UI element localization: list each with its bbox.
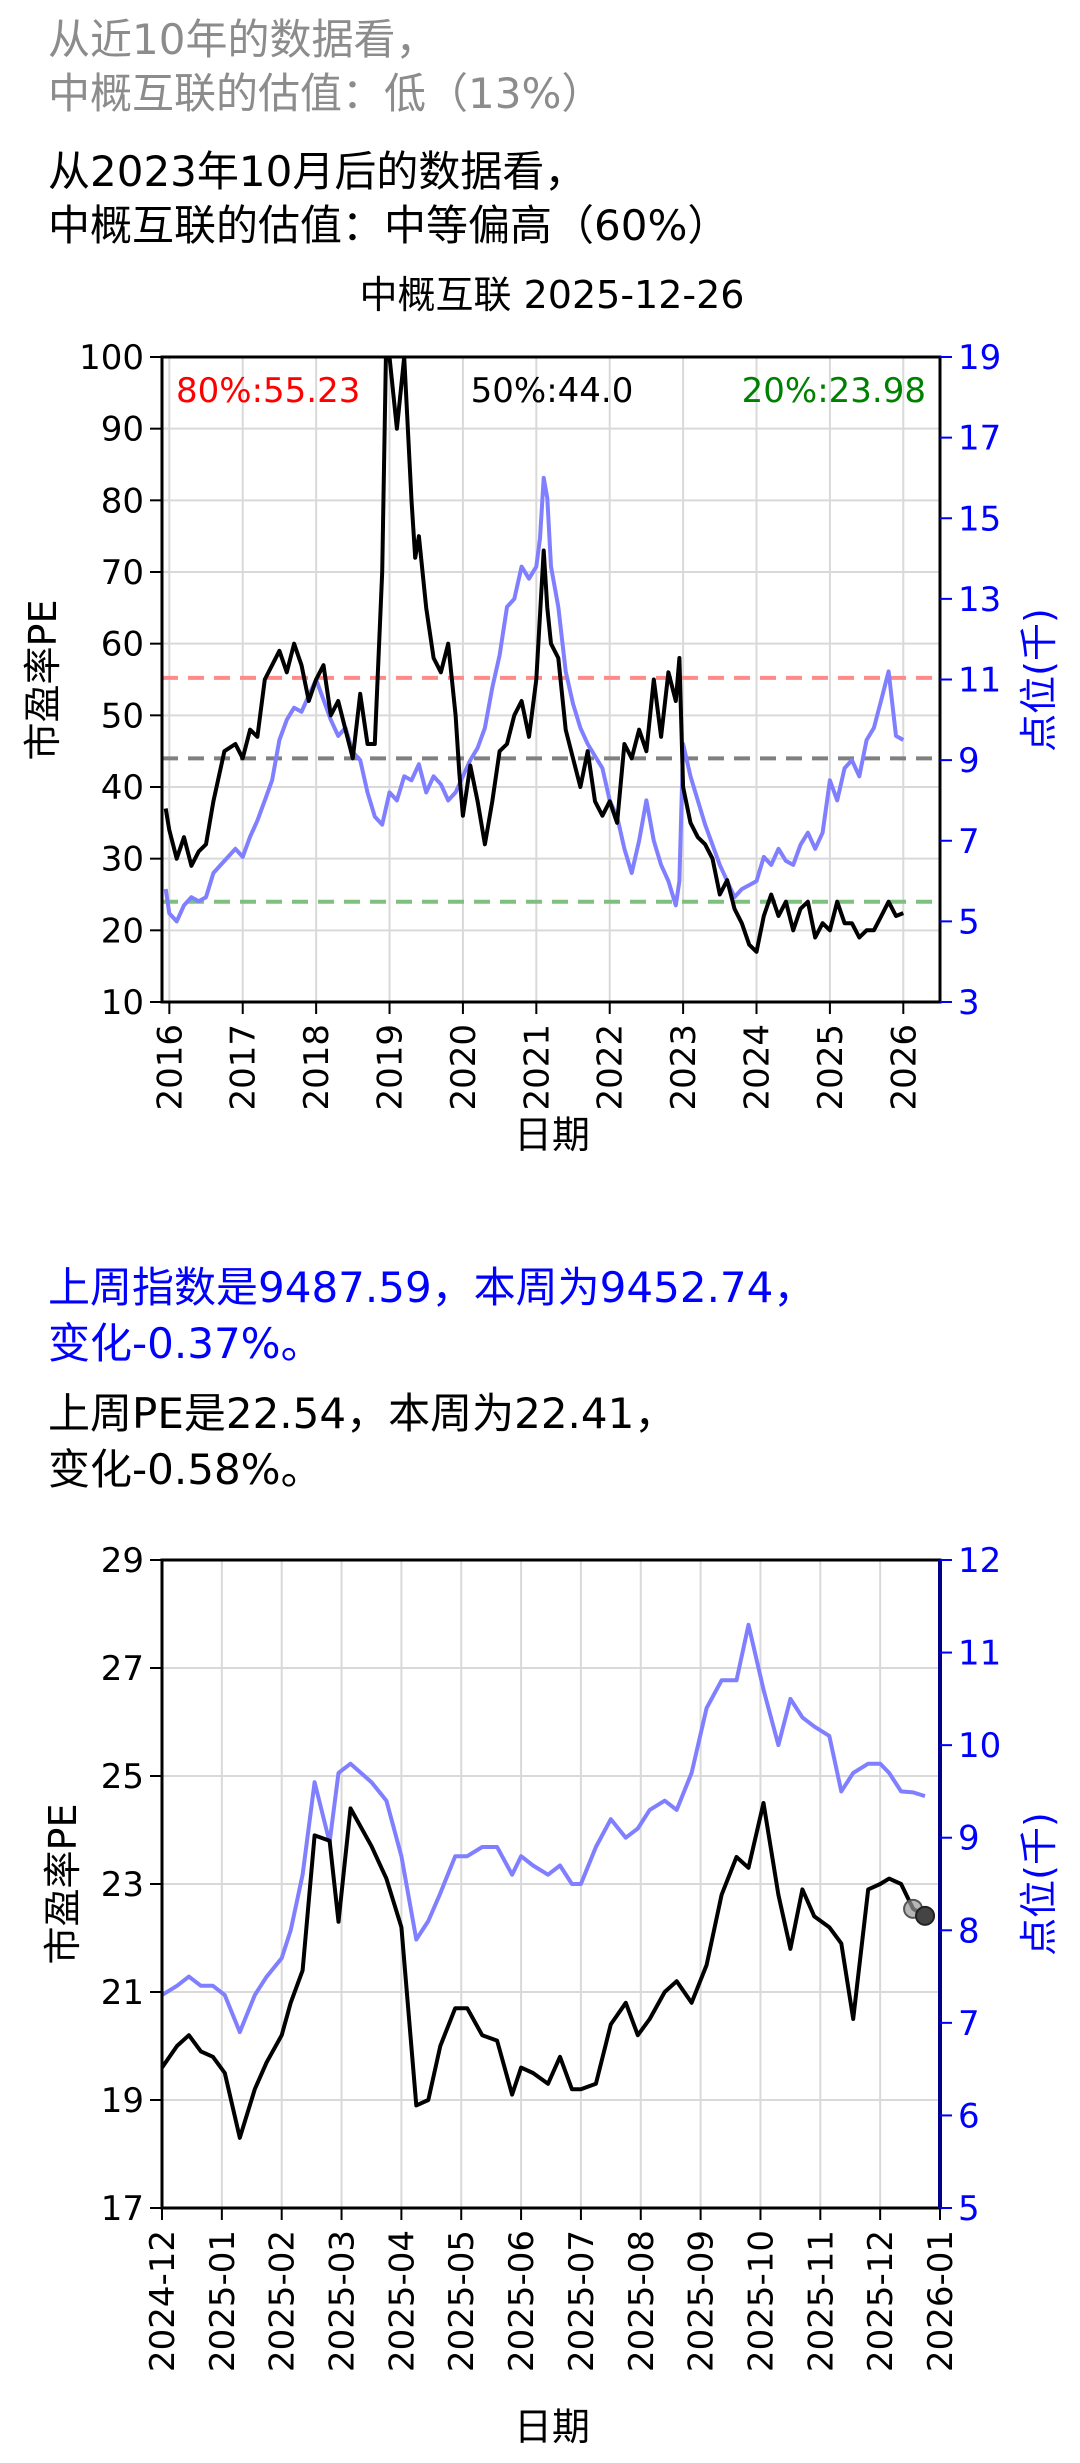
chart2-pe-line — [162, 1803, 925, 2138]
since-line-2: 中概互联的估值：中等偏高（60%） — [48, 200, 729, 252]
chart2-ytick-label: 29 — [101, 1541, 144, 1581]
chart2-ytick-label: 21 — [101, 1973, 144, 2013]
chart1-y2tick-label: 3 — [958, 983, 980, 1023]
chart2-xtick-label: 2025-11 — [801, 2230, 841, 2372]
chart1-percentile-label: 80%:55.23 — [176, 371, 360, 411]
chart1-y2tick-label: 17 — [958, 419, 1001, 459]
chart2-xtick-label: 2025-06 — [502, 2230, 542, 2372]
chart1-y2tick-label: 11 — [958, 661, 1001, 701]
chart-recent-year: 2024-12 2025-01 2025-02 2025-03 2025-04 2025-… — [0, 1520, 1080, 2450]
chart2-xtick-label: 2025-10 — [741, 2230, 781, 2372]
chart1-y2label: 点位(千) — [1017, 608, 1061, 752]
chart2-xtick-label: 2025-05 — [442, 2230, 482, 2372]
chart2-this-week-marker — [916, 1907, 934, 1925]
chart1-percentile-lines — [162, 678, 940, 902]
chart2-xtick-label: 2025-08 — [622, 2230, 662, 2372]
chart2-y2tick-label: 10 — [958, 1726, 1001, 1766]
chart1-xlabel: 日期 — [514, 1113, 590, 1157]
chart1-y2tick-label: 19 — [958, 338, 1001, 378]
chart2-y2tick-label: 7 — [958, 2004, 980, 2044]
chart2-index-line — [162, 1625, 925, 2032]
chart1-ytick-label: 60 — [101, 625, 144, 665]
chart2-y2tick-label: 12 — [958, 1541, 1001, 1581]
chart2-ytick-label: 17 — [101, 2189, 144, 2229]
chart1-ylabel: 市盈率PE — [21, 600, 65, 761]
chart1-xtick-label: 2023 — [664, 1024, 704, 1111]
chart2-xtick-label: 2025-09 — [682, 2230, 722, 2372]
chart1-ytick-label: 90 — [101, 410, 144, 450]
chart1-ytick-label: 80 — [101, 481, 144, 521]
chart2-grid — [162, 1560, 940, 2208]
chart1-xtick-label: 2019 — [371, 1024, 411, 1111]
chart2-xtick-label: 2025-04 — [382, 2230, 422, 2372]
pe-change-line-2: 变化-0.58%。 — [48, 1444, 323, 1496]
chart2-xtick-label: 2025-12 — [861, 2230, 901, 2372]
chart1-ticks: 2016 2017 2018 2019 2020 2021 2022 2023 2024 2025… — [79, 338, 1001, 1111]
chart1-y2tick-label: 13 — [958, 580, 1001, 620]
chart1-y2tick-label: 5 — [958, 902, 980, 942]
since-line-1: 从2023年10月后的数据看， — [48, 146, 586, 198]
chart1-ytick-label: 30 — [101, 840, 144, 880]
chart1-y2tick-label: 15 — [958, 499, 1001, 539]
chart2-y2tick-label: 6 — [958, 2096, 980, 2136]
chart2-ytick-label: 19 — [101, 2081, 144, 2121]
chart2-y2tick-label: 11 — [958, 1634, 1001, 1674]
chart2-ytick-label: 25 — [101, 1757, 144, 1797]
chart1-xtick-label: 2018 — [297, 1024, 337, 1111]
chart1-series — [166, 357, 904, 952]
chart1-xtick-label: 2021 — [517, 1024, 557, 1111]
decade-line-1: 从近10年的数据看， — [48, 14, 437, 66]
chart1-ytick-label: 50 — [101, 696, 144, 736]
chart2-xlabel: 日期 — [514, 2405, 590, 2449]
chart2-series — [162, 1625, 934, 2138]
chart2-ylabel: 市盈率PE — [41, 1804, 85, 1965]
chart1-ytick-label: 20 — [101, 911, 144, 951]
chart1-xtick-label: 2024 — [738, 1024, 778, 1111]
chart2-xtick-label: 2025-02 — [263, 2230, 303, 2372]
chart2-ytick-label: 23 — [101, 1865, 144, 1905]
chart1-ytick-label: 10 — [101, 983, 144, 1023]
chart2-y2label: 点位(千) — [1017, 1812, 1061, 1956]
chart1-xtick-label: 2022 — [591, 1024, 631, 1111]
chart1-xtick-label: 2026 — [884, 1024, 924, 1111]
chart1-y2tick-label: 7 — [958, 822, 980, 862]
chart1-ytick-label: 40 — [101, 768, 144, 808]
chart2-y2tick-label: 5 — [958, 2189, 980, 2229]
index-change-line-1: 上周指数是9487.59，本周为9452.74， — [48, 1262, 815, 1314]
chart2-xtick-label: 2024-12 — [143, 2230, 183, 2372]
chart2-xtick-label: 2026-01 — [921, 2230, 961, 2372]
chart1-ytick-label: 70 — [101, 553, 144, 593]
decade-line-2: 中概互联的估值：低（13%） — [48, 68, 603, 120]
chart1-ytick-label: 100 — [79, 338, 144, 378]
chart2-y2tick-label: 9 — [958, 1819, 980, 1859]
chart1-percentile-label: 20%:23.98 — [742, 371, 926, 411]
pe-change-line-1: 上周PE是22.54，本周为22.41， — [48, 1388, 676, 1440]
chart2-ytick-label: 27 — [101, 1649, 144, 1689]
chart1-xtick-label: 2025 — [811, 1024, 851, 1111]
chart2-xtick-label: 2025-03 — [323, 2230, 363, 2372]
chart2-y2tick-label: 8 — [958, 1911, 980, 1951]
chart1-y2tick-label: 9 — [958, 741, 980, 781]
chart2-xtick-label: 2025-01 — [203, 2230, 243, 2372]
chart2-ticks: 2024-12 2025-01 2025-02 2025-03 2025-04 2025-… — [101, 1541, 1002, 2372]
chart1-xtick-label: 2017 — [224, 1024, 264, 1111]
index-change-line-2: 变化-0.37%。 — [48, 1318, 323, 1370]
chart2-xtick-label: 2025-07 — [562, 2230, 602, 2372]
chart1-percentile-label: 50%:44.0 — [471, 371, 634, 411]
chart1-xtick-label: 2020 — [444, 1024, 484, 1111]
chart1-xtick-label: 2016 — [150, 1024, 190, 1111]
chart1-title: 中概互联 2025-12-26 — [360, 273, 745, 317]
chart1-percentile-labels: 80%:55.23 50%:44.0 20%:23.98 — [176, 371, 926, 411]
chart-long-term: 中概互联 2025-12-26 2016 2017 2018 2019 2020 2021… — [0, 260, 1080, 1160]
